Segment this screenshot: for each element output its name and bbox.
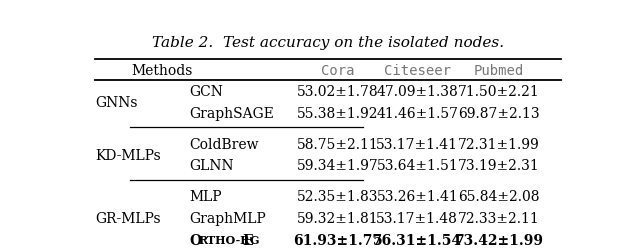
Text: Citeseer: Citeseer <box>384 64 451 78</box>
Text: GNNs: GNNs <box>95 96 138 110</box>
Text: Pubmed: Pubmed <box>474 64 524 78</box>
Text: Table 2.  Test accuracy on the isolated nodes.: Table 2. Test accuracy on the isolated n… <box>152 36 504 50</box>
Text: GraphMLP: GraphMLP <box>189 211 266 225</box>
Text: GraphSAGE: GraphSAGE <box>189 107 274 120</box>
Text: 71.50±2.21: 71.50±2.21 <box>458 85 540 99</box>
Text: GCN: GCN <box>189 85 223 99</box>
Text: O: O <box>189 233 201 247</box>
Text: 53.26±1.41: 53.26±1.41 <box>376 189 458 203</box>
Text: 47.09±1.38: 47.09±1.38 <box>376 85 458 99</box>
Text: G: G <box>250 234 259 245</box>
Text: 73.19±2.31: 73.19±2.31 <box>458 159 540 173</box>
Text: GLNN: GLNN <box>189 159 234 173</box>
Text: 73.42±1.99: 73.42±1.99 <box>454 233 543 247</box>
Text: Cora: Cora <box>321 64 355 78</box>
Text: 61.93±1.77: 61.93±1.77 <box>293 233 383 247</box>
Text: 56.31±1.54: 56.31±1.54 <box>372 233 462 247</box>
Text: 69.87±2.13: 69.87±2.13 <box>458 107 540 120</box>
Text: 52.35±1.83: 52.35±1.83 <box>297 189 379 203</box>
Text: 53.64±1.51: 53.64±1.51 <box>376 159 458 173</box>
Text: 41.46±1.57: 41.46±1.57 <box>376 107 458 120</box>
Text: 53.02±1.78: 53.02±1.78 <box>297 85 379 99</box>
Text: E: E <box>243 233 253 247</box>
Text: 65.84±2.08: 65.84±2.08 <box>458 189 540 203</box>
Text: 53.17±1.41: 53.17±1.41 <box>376 137 458 151</box>
Text: GR-MLPs: GR-MLPs <box>95 211 161 225</box>
Text: MLP: MLP <box>189 189 221 203</box>
Text: Methods: Methods <box>131 64 193 78</box>
Text: 59.34±1.97: 59.34±1.97 <box>297 159 379 173</box>
Text: RTHO-R: RTHO-R <box>198 234 250 245</box>
Text: 55.38±1.92: 55.38±1.92 <box>297 107 379 120</box>
Text: 72.33±2.11: 72.33±2.11 <box>458 211 540 225</box>
Text: 53.17±1.48: 53.17±1.48 <box>376 211 458 225</box>
Text: KD-MLPs: KD-MLPs <box>95 148 161 162</box>
Text: ColdBrew: ColdBrew <box>189 137 259 151</box>
Text: 58.75±2.11: 58.75±2.11 <box>297 137 379 151</box>
Text: 59.32±1.81: 59.32±1.81 <box>297 211 379 225</box>
Text: 72.31±1.99: 72.31±1.99 <box>458 137 540 151</box>
